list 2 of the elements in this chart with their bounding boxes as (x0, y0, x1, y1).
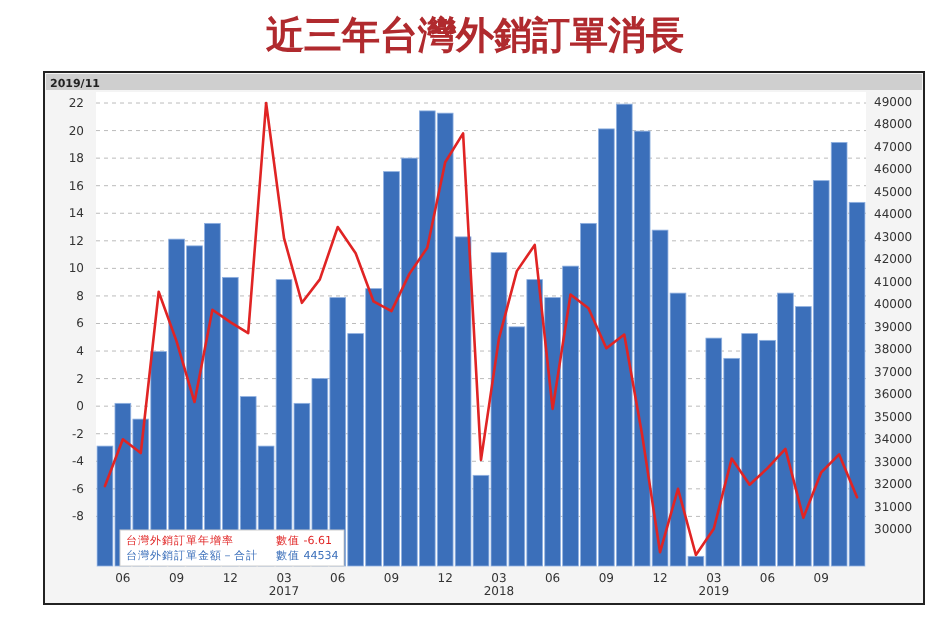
chart-title: 近三年台灣外銷訂單消長 (264, 14, 684, 58)
line-series (103, 101, 859, 557)
